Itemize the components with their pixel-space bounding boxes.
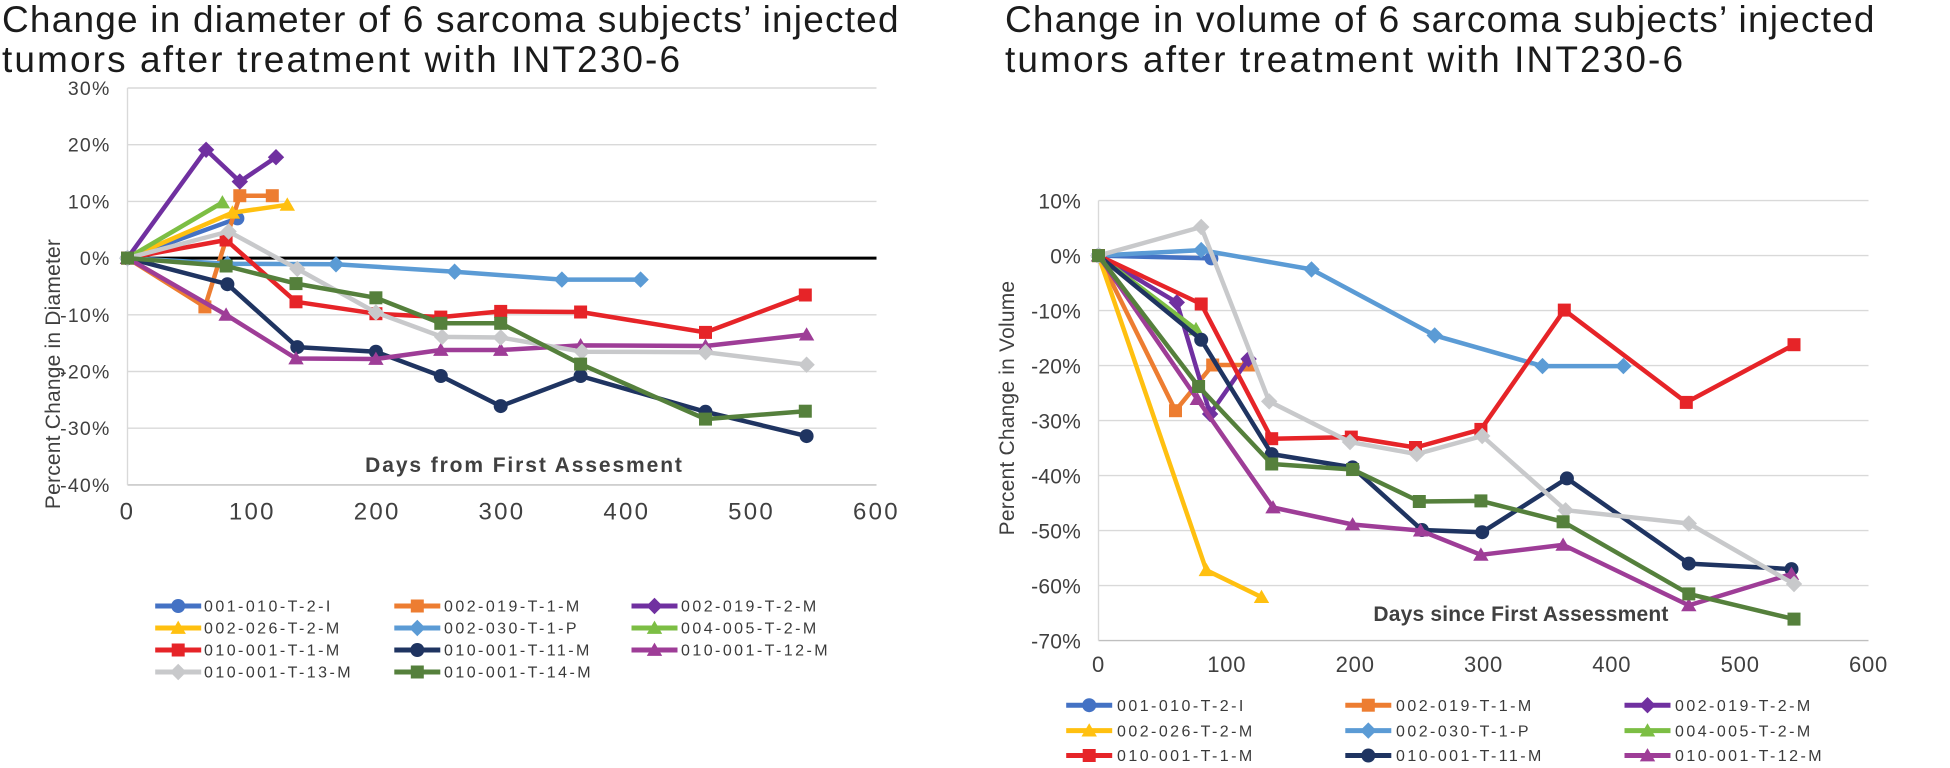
svg-text:200: 200 [1336,652,1375,677]
svg-text:500: 500 [728,499,775,526]
svg-text:-10%: -10% [1031,300,1081,323]
svg-text:002-026-T-2-M: 002-026-T-2-M [204,621,342,638]
svg-text:500: 500 [1721,652,1760,677]
svg-text:002-019-T-1-M: 002-019-T-1-M [444,599,582,616]
svg-text:002-019-T-2-M: 002-019-T-2-M [681,599,819,616]
svg-text:Change in diameter of 6 sarcom: Change in diameter of 6 sarcoma subjects… [2,0,900,40]
svg-text:600: 600 [853,499,900,526]
svg-text:010-001-T-11-M: 010-001-T-11-M [444,643,592,660]
svg-text:tumors after treatment with IN: tumors after treatment with INT230-6 [1005,39,1685,80]
svg-text:-60%: -60% [1031,575,1081,598]
svg-text:Percent Change in Diameter: Percent Change in Diameter [42,239,65,509]
svg-text:010-001-T-14-M: 010-001-T-14-M [444,665,593,682]
svg-text:-70%: -70% [1031,630,1081,653]
svg-text:Days since First Assessment: Days since First Assessment [1373,603,1668,626]
svg-text:400: 400 [603,499,650,526]
svg-text:002-019-T-1-M: 002-019-T-1-M [1396,698,1534,715]
svg-text:0%: 0% [1050,245,1081,268]
svg-text:010-001-T-13-M: 010-001-T-13-M [204,665,353,682]
svg-text:010-001-T-12-M: 010-001-T-12-M [681,643,830,660]
svg-text:200: 200 [354,499,401,526]
svg-text:300: 300 [1464,652,1503,677]
svg-text:Days from First Assesment: Days from First Assesment [365,454,684,477]
svg-text:001-010-T-2-I: 001-010-T-2-I [204,599,333,616]
svg-text:010-001-T-1-M: 010-001-T-1-M [204,643,342,660]
svg-text:10%: 10% [1038,190,1081,213]
svg-text:010-001-T-12-M: 010-001-T-12-M [1675,748,1824,765]
svg-text:-30%: -30% [1031,410,1081,433]
svg-text:004-005-T-2-M: 004-005-T-2-M [1675,723,1813,740]
svg-text:-10%: -10% [60,305,110,327]
svg-text:002-026-T-2-M: 002-026-T-2-M [1117,723,1255,740]
svg-text:10%: 10% [68,191,111,213]
svg-text:Percent Change in Volume: Percent Change in Volume [996,281,1019,536]
svg-text:400: 400 [1592,652,1631,677]
svg-text:010-001-T-1-M: 010-001-T-1-M [1117,748,1255,765]
svg-text:30%: 30% [68,78,111,100]
svg-text:600: 600 [1849,652,1888,677]
svg-text:20%: 20% [68,135,111,157]
svg-text:0: 0 [1092,652,1105,677]
svg-text:004-005-T-2-M: 004-005-T-2-M [681,621,819,638]
svg-text:002-030-T-1-P: 002-030-T-1-P [1396,723,1531,740]
svg-text:0: 0 [120,499,136,526]
svg-text:Change in volume of 6 sarcoma: Change in volume of 6 sarcoma subjects’ … [1005,0,1876,40]
svg-text:100: 100 [1207,652,1246,677]
svg-text:-20%: -20% [1031,355,1081,378]
svg-text:-20%: -20% [60,362,110,384]
svg-text:300: 300 [479,499,526,526]
svg-text:-50%: -50% [1031,520,1081,543]
svg-text:002-019-T-2-M: 002-019-T-2-M [1675,698,1813,715]
svg-text:002-030-T-1-P: 002-030-T-1-P [444,621,579,638]
svg-text:tumors after treatment with IN: tumors after treatment with INT230-6 [2,39,682,80]
svg-text:100: 100 [229,499,276,526]
svg-text:-30%: -30% [60,418,110,440]
svg-text:001-010-T-2-I: 001-010-T-2-I [1117,698,1246,715]
svg-text:-40%: -40% [60,475,110,497]
svg-text:-40%: -40% [1031,465,1081,488]
svg-text:0%: 0% [80,248,111,270]
svg-text:010-001-T-11-M: 010-001-T-11-M [1396,748,1544,765]
